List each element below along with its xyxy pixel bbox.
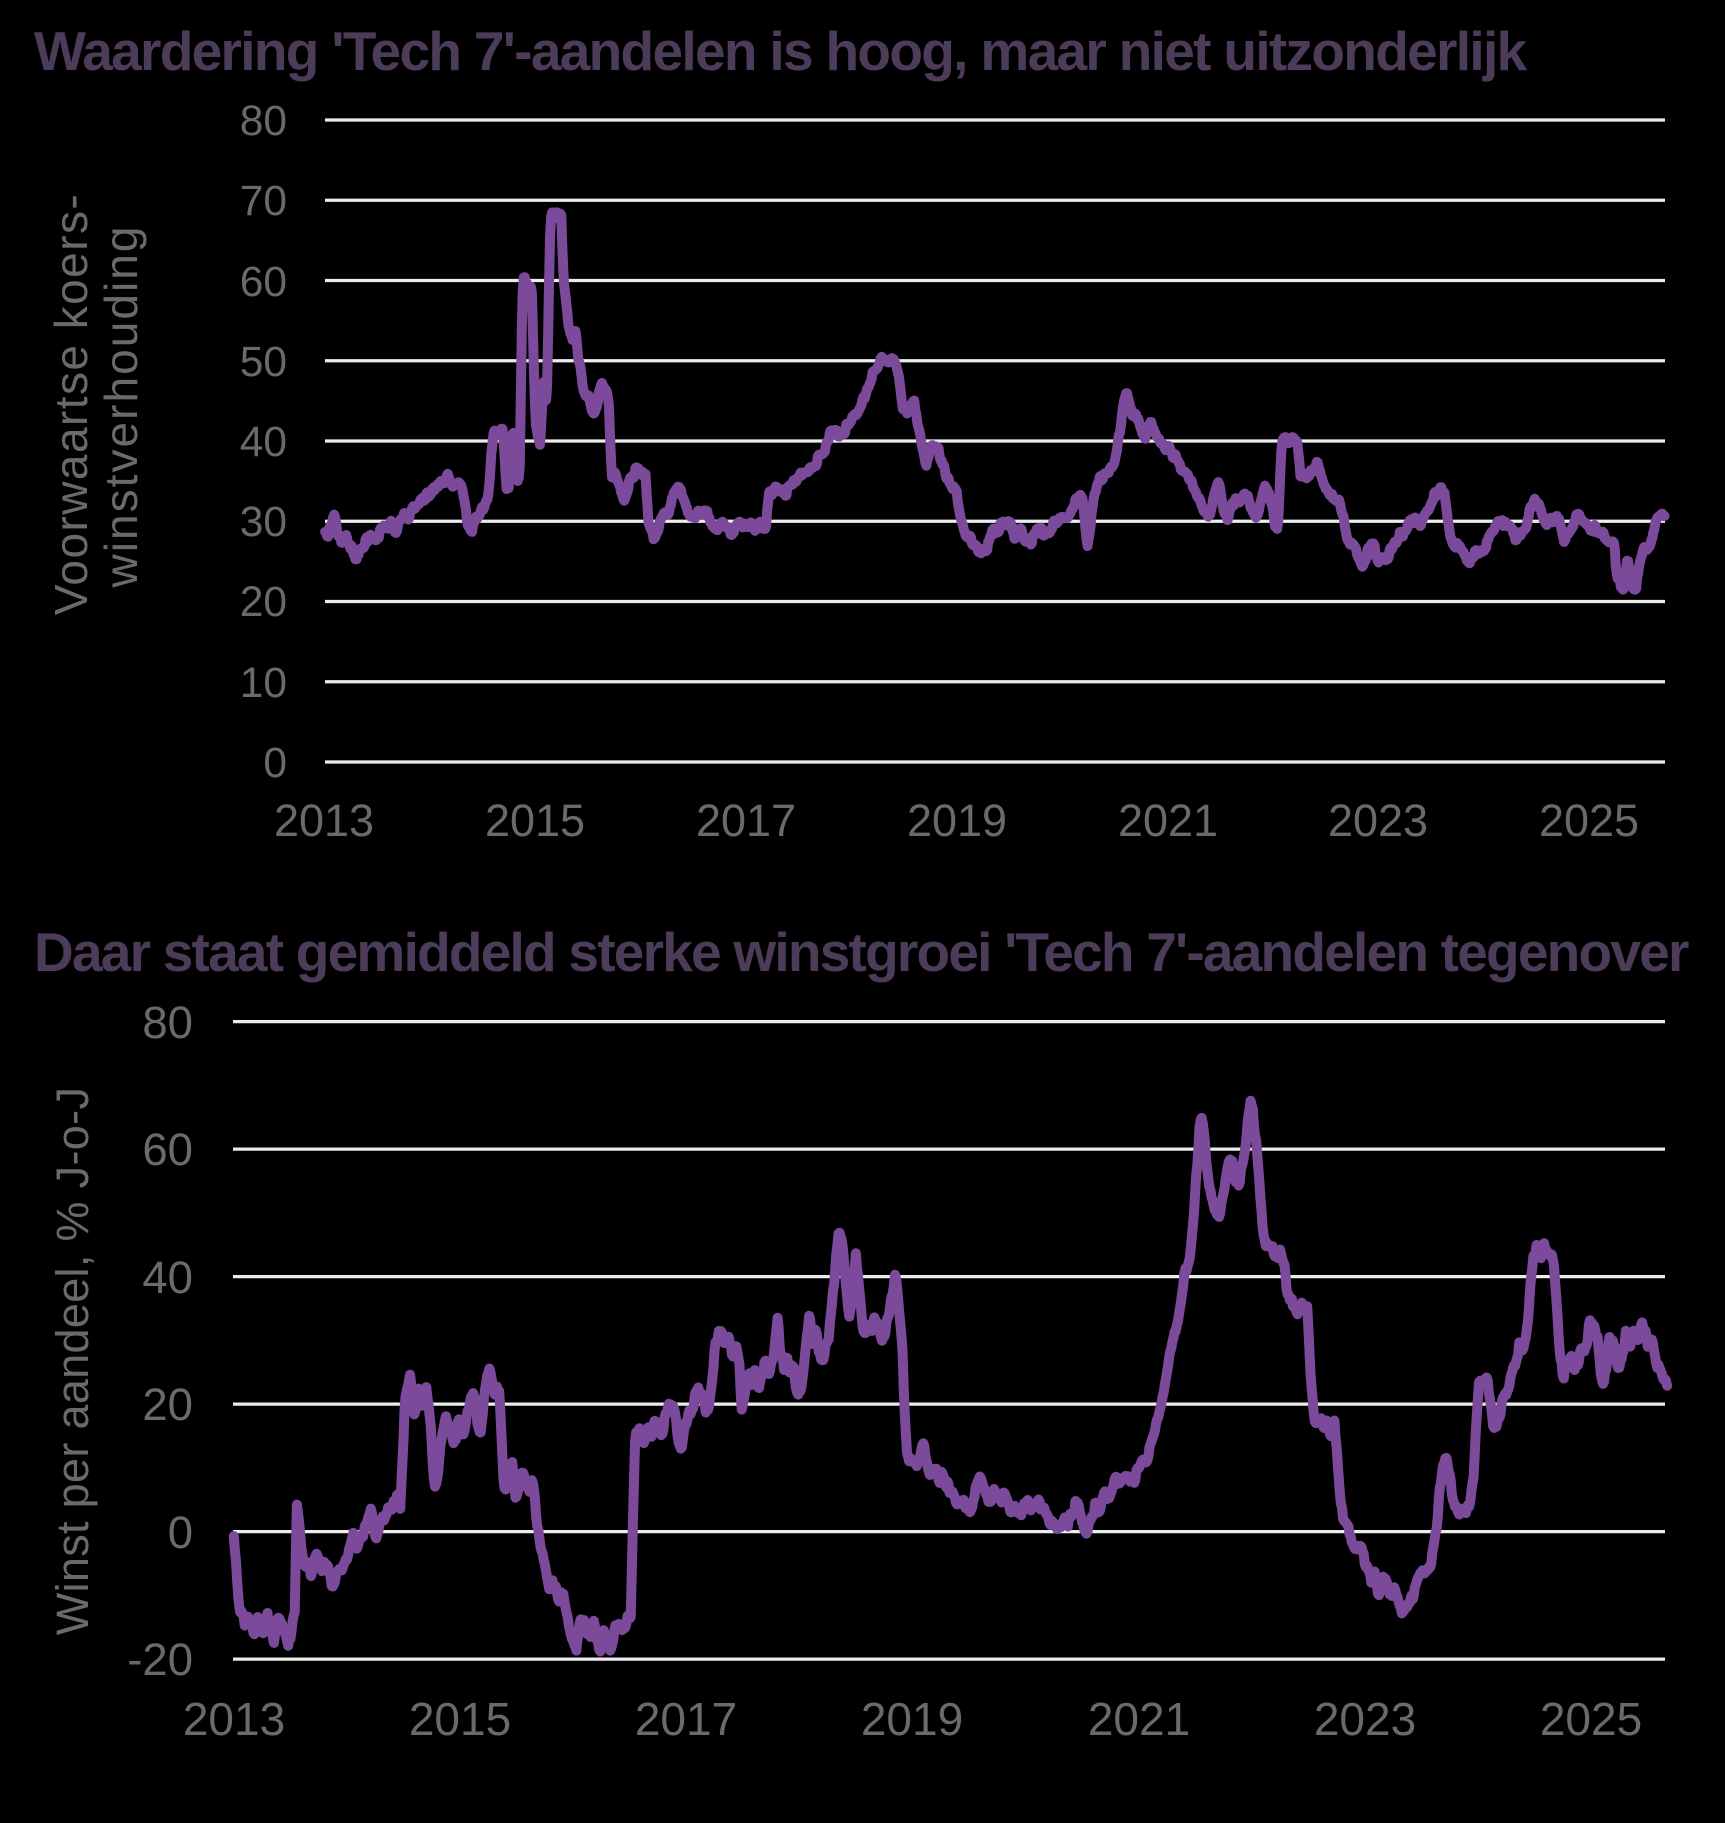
svg-text:Waardering 'Tech 7'-aandelen i: Waardering 'Tech 7'-aandelen is hoog, ma… — [34, 20, 1528, 82]
svg-text:2013: 2013 — [183, 1693, 285, 1745]
svg-text:0: 0 — [168, 1507, 193, 1558]
svg-text:2017: 2017 — [635, 1693, 737, 1745]
svg-text:30: 30 — [240, 499, 287, 546]
svg-text:Voorwaartse koers-: Voorwaartse koers- — [45, 193, 97, 615]
svg-text:2019: 2019 — [861, 1693, 963, 1745]
svg-text:winstverhouding: winstverhouding — [95, 224, 147, 588]
svg-text:-20: -20 — [127, 1634, 193, 1685]
svg-text:0: 0 — [263, 740, 287, 787]
svg-text:2021: 2021 — [1088, 1693, 1190, 1745]
svg-text:60: 60 — [142, 1124, 193, 1175]
svg-text:2025: 2025 — [1539, 795, 1639, 846]
svg-text:2015: 2015 — [409, 1693, 511, 1745]
svg-text:20: 20 — [240, 579, 287, 626]
svg-text:10: 10 — [240, 660, 287, 707]
svg-text:2019: 2019 — [907, 795, 1007, 846]
svg-text:Daar staat gemiddeld sterke wi: Daar staat gemiddeld sterke winstgroei '… — [34, 921, 1689, 983]
svg-text:2017: 2017 — [696, 795, 796, 846]
svg-text:2013: 2013 — [274, 795, 374, 846]
svg-text:2023: 2023 — [1314, 1693, 1416, 1745]
svg-text:20: 20 — [142, 1379, 193, 1430]
svg-text:Winst per aandeel, % J-o-J: Winst per aandeel, % J-o-J — [47, 1087, 98, 1636]
svg-text:2025: 2025 — [1540, 1693, 1642, 1745]
svg-text:60: 60 — [240, 259, 287, 306]
svg-text:40: 40 — [240, 419, 287, 466]
svg-text:2021: 2021 — [1118, 795, 1218, 846]
svg-text:70: 70 — [240, 178, 287, 225]
svg-text:2023: 2023 — [1328, 795, 1428, 846]
svg-text:80: 80 — [240, 98, 287, 145]
svg-text:50: 50 — [240, 339, 287, 386]
svg-text:80: 80 — [142, 997, 193, 1048]
svg-text:2015: 2015 — [485, 795, 585, 846]
svg-text:40: 40 — [142, 1252, 193, 1303]
